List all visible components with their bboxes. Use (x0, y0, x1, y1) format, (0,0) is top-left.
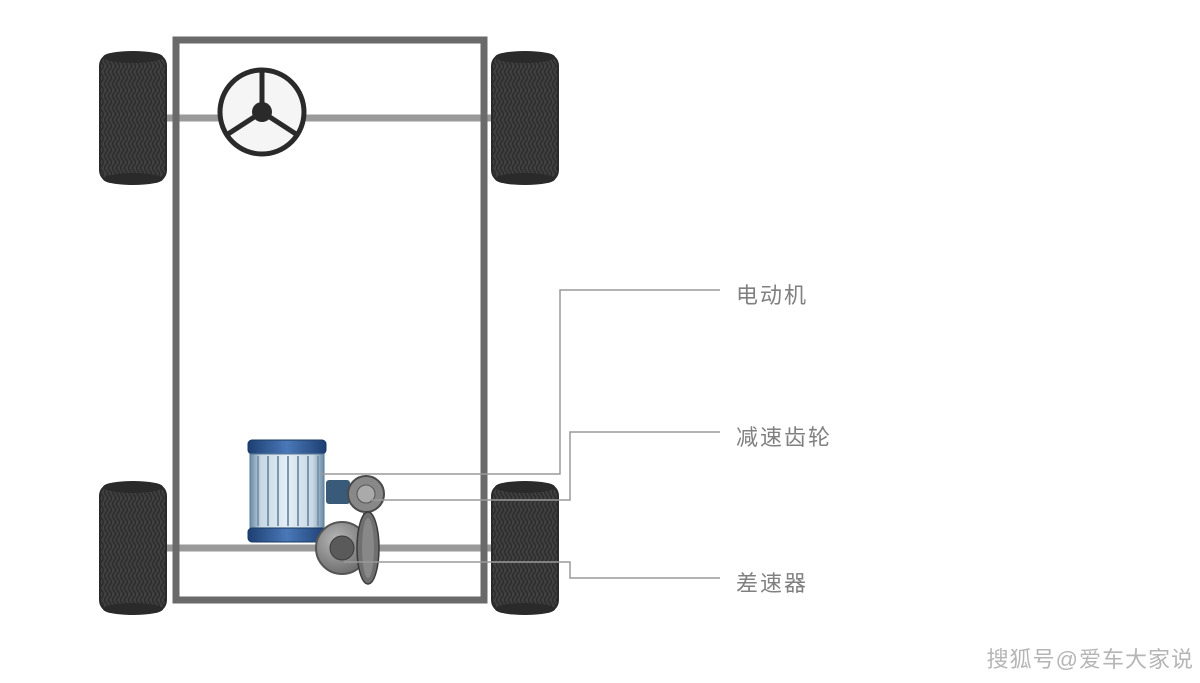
label-reducer: 减速齿轮 (736, 420, 832, 452)
diagram-canvas (0, 0, 1200, 678)
label-diff: 差速器 (736, 566, 808, 598)
wheel-rear-right (492, 481, 558, 615)
wheel-front-left (100, 51, 166, 185)
diagram-svg (0, 0, 1200, 678)
differential (316, 512, 379, 584)
label-motor: 电动机 (736, 278, 808, 310)
watermark-text: 搜狐号@爱车大家说 (987, 642, 1194, 674)
wheel-rear-left (100, 481, 166, 615)
steering-wheel-icon (220, 70, 304, 154)
wheel-front-right (492, 51, 558, 185)
